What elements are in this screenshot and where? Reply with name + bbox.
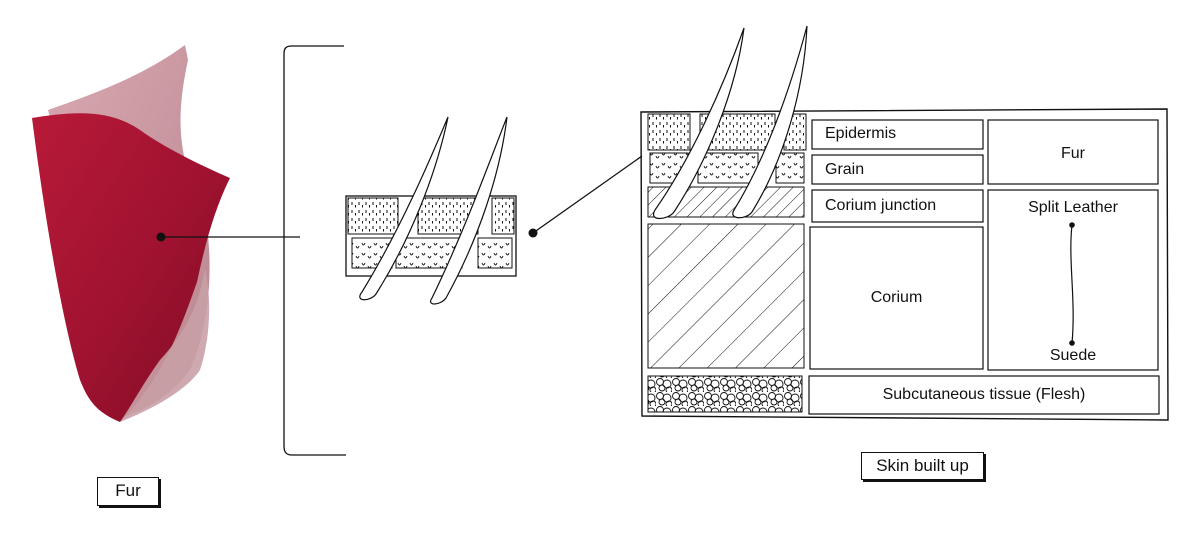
caption-fur: Fur xyxy=(97,477,159,506)
caption-skin-built-up: Skin built up xyxy=(861,452,984,480)
box-fur xyxy=(987,119,1159,185)
skin-section-small xyxy=(345,116,517,305)
label-subcutaneous: Subcutaneous tissue (Flesh) xyxy=(882,386,1086,403)
skin-buildup-diagram xyxy=(640,25,1169,421)
label-split-leather: Split Leather xyxy=(1028,199,1118,216)
box-corium-junction xyxy=(811,189,984,223)
label-epidermis: Epidermis xyxy=(825,125,897,142)
label-product-fur: Fur xyxy=(1061,145,1085,162)
box-split-leather xyxy=(987,189,1159,371)
box-corium xyxy=(809,226,984,370)
fur-swatch-image xyxy=(32,45,230,422)
label-grain: Grain xyxy=(825,161,865,178)
zoom-bracket xyxy=(283,45,346,456)
box-subcutaneous xyxy=(808,375,1160,415)
fur-fold xyxy=(120,268,210,422)
label-suede: Suede xyxy=(1049,347,1097,364)
fur-pile xyxy=(32,113,230,422)
box-epidermis xyxy=(811,119,984,150)
box-grain xyxy=(811,154,984,185)
section-pointer-line xyxy=(532,155,643,234)
label-corium-junction: Corium junction xyxy=(825,197,937,214)
label-corium: Corium xyxy=(870,289,923,306)
